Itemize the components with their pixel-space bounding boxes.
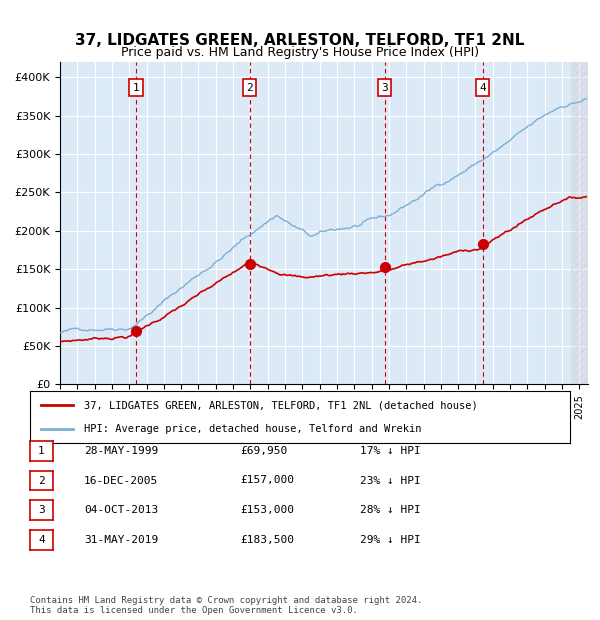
Text: £157,000: £157,000 bbox=[240, 476, 294, 485]
Text: HPI: Average price, detached house, Telford and Wrekin: HPI: Average price, detached house, Telf… bbox=[84, 423, 421, 433]
Bar bbox=[571, 62, 588, 384]
Text: £153,000: £153,000 bbox=[240, 505, 294, 515]
Text: 29% ↓ HPI: 29% ↓ HPI bbox=[360, 535, 421, 545]
Text: 37, LIDGATES GREEN, ARLESTON, TELFORD, TF1 2NL: 37, LIDGATES GREEN, ARLESTON, TELFORD, T… bbox=[76, 33, 524, 48]
Text: 16-DEC-2005: 16-DEC-2005 bbox=[84, 476, 158, 485]
Text: 1: 1 bbox=[133, 83, 140, 93]
Text: £183,500: £183,500 bbox=[240, 535, 294, 545]
Text: £69,950: £69,950 bbox=[240, 446, 287, 456]
Text: 17% ↓ HPI: 17% ↓ HPI bbox=[360, 446, 421, 456]
Text: 4: 4 bbox=[38, 535, 45, 545]
Text: Price paid vs. HM Land Registry's House Price Index (HPI): Price paid vs. HM Land Registry's House … bbox=[121, 46, 479, 59]
Text: 2: 2 bbox=[247, 83, 253, 93]
Text: 2: 2 bbox=[38, 476, 45, 485]
Text: 37, LIDGATES GREEN, ARLESTON, TELFORD, TF1 2NL (detached house): 37, LIDGATES GREEN, ARLESTON, TELFORD, T… bbox=[84, 401, 478, 410]
Text: 3: 3 bbox=[38, 505, 45, 515]
Text: 3: 3 bbox=[381, 83, 388, 93]
Text: 4: 4 bbox=[479, 83, 486, 93]
Text: 04-OCT-2013: 04-OCT-2013 bbox=[84, 505, 158, 515]
Text: 28% ↓ HPI: 28% ↓ HPI bbox=[360, 505, 421, 515]
Text: 28-MAY-1999: 28-MAY-1999 bbox=[84, 446, 158, 456]
Text: Contains HM Land Registry data © Crown copyright and database right 2024.
This d: Contains HM Land Registry data © Crown c… bbox=[30, 596, 422, 615]
Text: 31-MAY-2019: 31-MAY-2019 bbox=[84, 535, 158, 545]
Text: 1: 1 bbox=[38, 446, 45, 456]
Text: 23% ↓ HPI: 23% ↓ HPI bbox=[360, 476, 421, 485]
